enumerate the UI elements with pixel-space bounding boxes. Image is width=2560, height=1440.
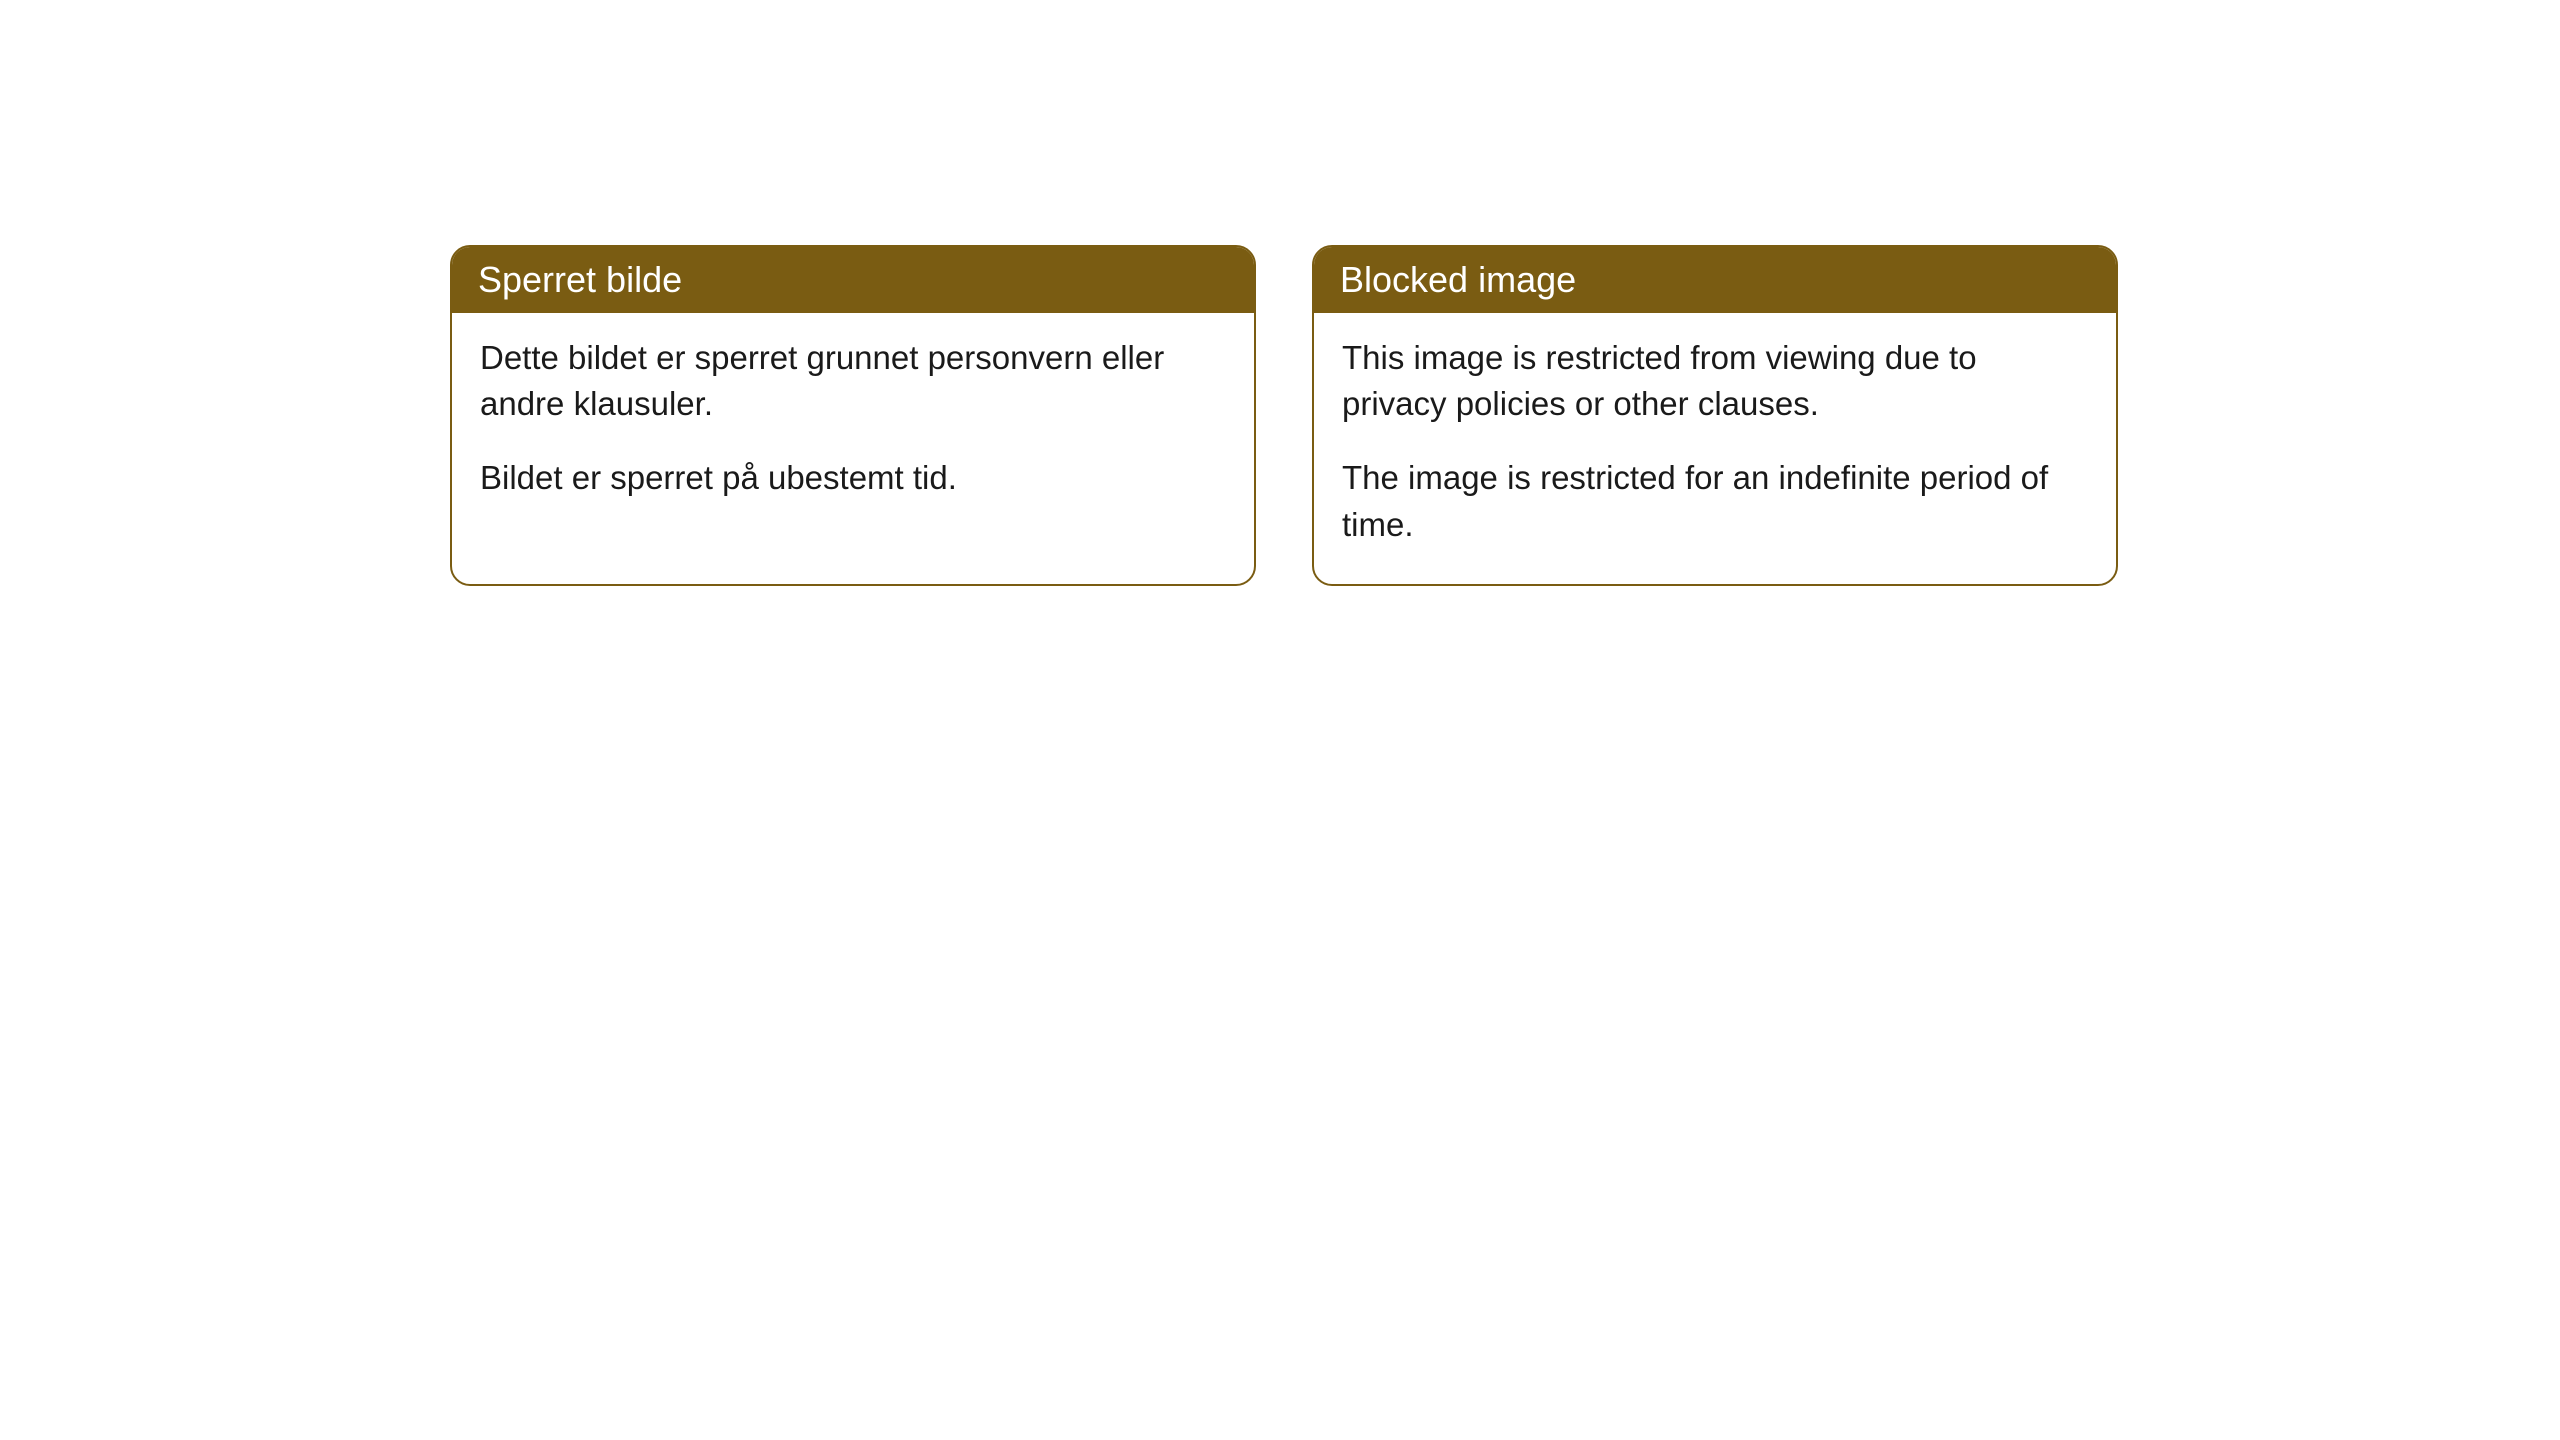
card-title-english: Blocked image	[1340, 259, 1576, 300]
card-paragraph-2-english: The image is restricted for an indefinit…	[1342, 455, 2088, 547]
card-paragraph-1-english: This image is restricted from viewing du…	[1342, 335, 2088, 427]
card-paragraph-1-norwegian: Dette bildet er sperret grunnet personve…	[480, 335, 1226, 427]
notice-cards-container: Sperret bilde Dette bildet er sperret gr…	[450, 245, 2118, 586]
notice-card-norwegian: Sperret bilde Dette bildet er sperret gr…	[450, 245, 1256, 586]
notice-card-english: Blocked image This image is restricted f…	[1312, 245, 2118, 586]
card-body-norwegian: Dette bildet er sperret grunnet personve…	[452, 313, 1254, 538]
card-header-english: Blocked image	[1314, 247, 2116, 313]
card-paragraph-2-norwegian: Bildet er sperret på ubestemt tid.	[480, 455, 1226, 501]
card-body-english: This image is restricted from viewing du…	[1314, 313, 2116, 584]
card-header-norwegian: Sperret bilde	[452, 247, 1254, 313]
card-title-norwegian: Sperret bilde	[478, 259, 682, 300]
